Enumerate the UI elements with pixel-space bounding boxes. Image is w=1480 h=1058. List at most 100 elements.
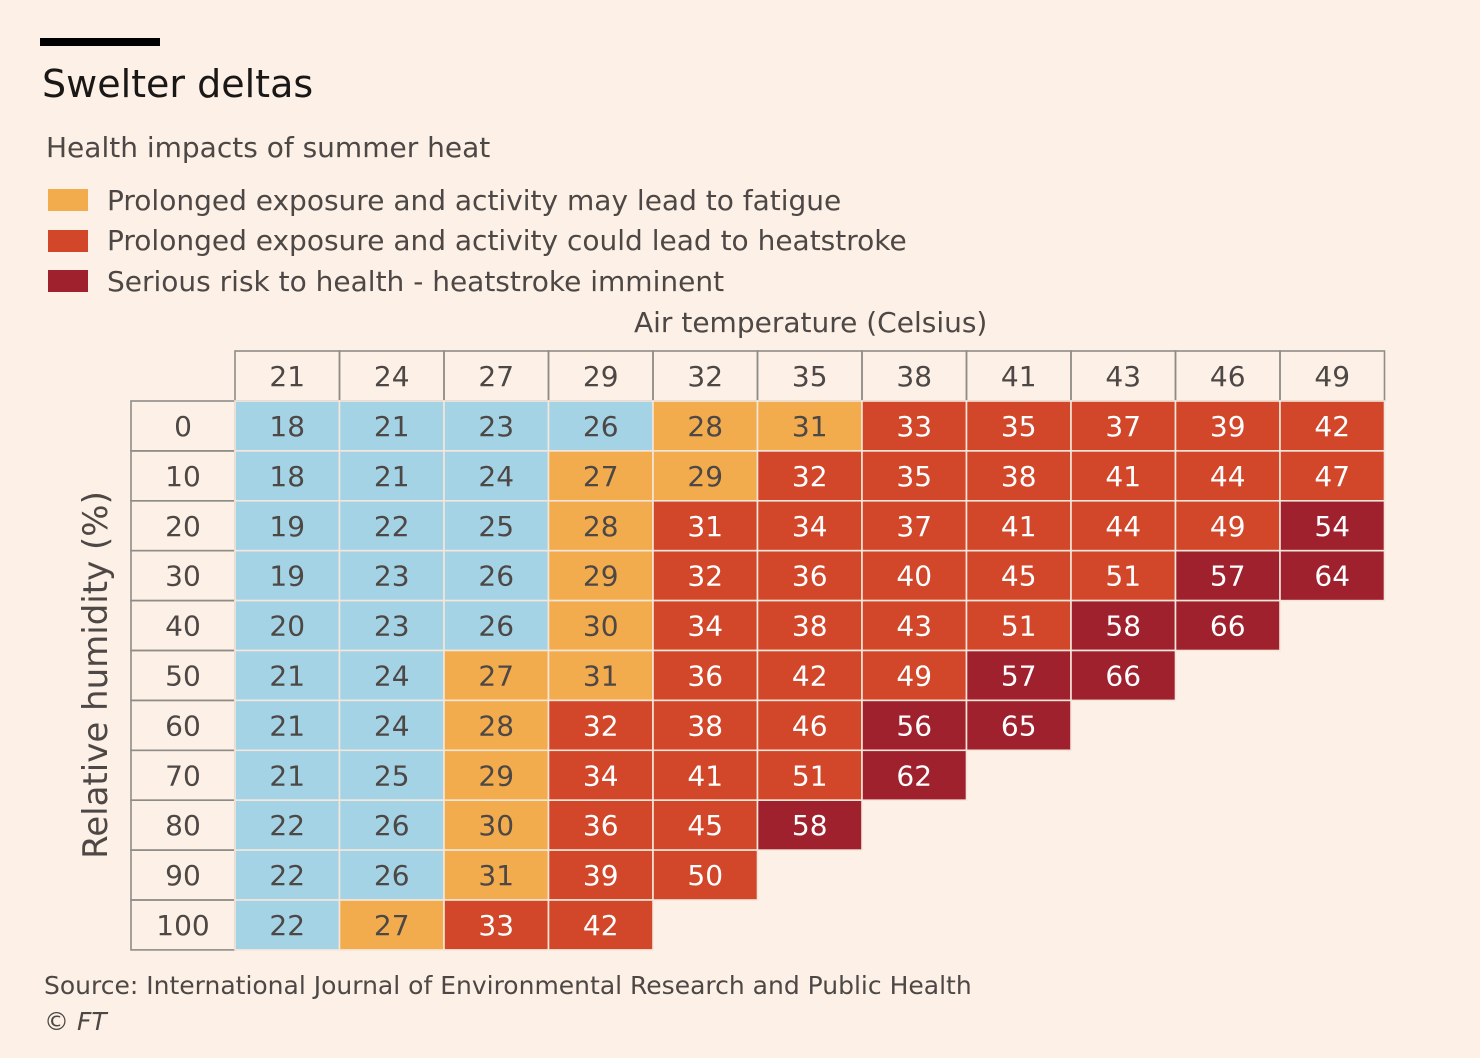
heat-cell-value: 34 [792, 510, 828, 543]
legend-label-serious: Serious risk to health - heatstroke immi… [107, 264, 725, 298]
heat-cell-heatstroke [1174, 400, 1281, 452]
heat-cell-heatstroke [1070, 400, 1177, 452]
heat-cell-value: 38 [1001, 460, 1037, 493]
heat-cell-fatigue [652, 400, 759, 452]
heat-cell-value: 34 [583, 759, 619, 792]
heat-cell-heatstroke [861, 400, 968, 452]
col-header-label: 27 [478, 360, 514, 393]
legend: Prolonged exposure and activity may lead… [48, 180, 907, 302]
heat-cell-cool [234, 799, 341, 851]
x-axis-title: Air temperature (Celsius) [634, 306, 988, 339]
heat-cell-cool [338, 400, 445, 452]
heat-cell-value: 37 [1105, 410, 1141, 443]
heat-cell-cool [234, 649, 341, 702]
heat-cell-value: 35 [1001, 410, 1037, 443]
title-rule [40, 38, 160, 46]
col-header-label: 49 [1314, 360, 1350, 393]
heat-cell-fatigue [338, 899, 445, 951]
heat-cell-heatstroke [756, 649, 863, 702]
heat-cell-heatstroke [861, 649, 968, 702]
heat-cell-value: 36 [687, 659, 723, 692]
heat-cell-fatigue [547, 649, 654, 702]
heat-cell-heatstroke [965, 549, 1072, 602]
heat-cell-heatstroke [861, 450, 968, 502]
heat-cell-value: 35 [896, 460, 932, 493]
heat-cell-serious [965, 649, 1072, 702]
heat-cell-value: 19 [269, 510, 305, 543]
heat-cell-value: 42 [1314, 410, 1350, 443]
heat-cell-heatstroke [1070, 499, 1177, 552]
row-header-label: 20 [165, 510, 201, 543]
heat-cell-value: 40 [896, 560, 932, 593]
heat-cell-cool [234, 899, 341, 951]
col-header-label: 43 [1105, 360, 1141, 393]
heat-cell-value: 46 [792, 709, 828, 742]
heat-cell-serious [1174, 599, 1281, 652]
chart-subtitle: Health impacts of summer heat [46, 131, 491, 164]
heat-cell-cool [234, 749, 341, 801]
heat-cell-value: 51 [792, 759, 828, 792]
heat-cell-value: 41 [1105, 460, 1141, 493]
chart-title: Swelter deltas [42, 62, 314, 106]
col-header-label: 24 [374, 360, 410, 393]
heat-cell-cool [234, 849, 341, 901]
row-header-label: 60 [165, 709, 201, 742]
heat-cell-value: 41 [1001, 510, 1037, 543]
heat-cell-cool [443, 450, 550, 502]
heat-cell-value: 24 [478, 460, 514, 493]
heat-cell-serious [1279, 549, 1386, 602]
row-header-label: 50 [165, 659, 201, 692]
heat-cell-value: 33 [478, 909, 514, 942]
heat-cell-fatigue [756, 400, 863, 452]
heat-cell-value: 22 [269, 909, 305, 942]
heat-cell-heatstroke [756, 499, 863, 552]
row-header-label: 10 [165, 460, 201, 493]
heat-cell-value: 18 [269, 460, 305, 493]
source-note: Source: International Journal of Environ… [44, 971, 972, 1000]
legend-item-fatigue: Prolonged exposure and activity may lead… [48, 180, 907, 221]
copyright: © FT [44, 1007, 107, 1036]
legend-item-heatstroke: Prolonged exposure and activity could le… [48, 221, 907, 262]
heat-cell-heatstroke [652, 499, 759, 552]
row-header-label: 30 [165, 560, 201, 593]
heat-cell-value: 22 [269, 809, 305, 842]
heat-cell-value: 19 [269, 560, 305, 593]
heat-cell-heatstroke [965, 499, 1072, 552]
heat-cell-value: 66 [1210, 610, 1246, 643]
heat-cell-value: 47 [1314, 460, 1350, 493]
heat-cell-value: 38 [792, 610, 828, 643]
heat-cell-value: 28 [583, 510, 619, 543]
heat-cell-value: 23 [478, 410, 514, 443]
heat-cell-value: 36 [792, 560, 828, 593]
heat-cell-cool [338, 749, 445, 801]
legend-label-heatstroke: Prolonged exposure and activity could le… [107, 224, 907, 258]
heat-cell-fatigue [652, 450, 759, 502]
heat-cell-value: 26 [374, 809, 410, 842]
heat-cell-heatstroke [547, 749, 654, 801]
heat-cell-value: 31 [687, 510, 723, 543]
heat-cell-value: 22 [374, 510, 410, 543]
heat-cell-value: 43 [896, 610, 932, 643]
heat-cell-value: 27 [478, 659, 514, 692]
heat-cell-cool [338, 499, 445, 552]
heat-cell-heatstroke [652, 549, 759, 602]
heat-cell-value: 22 [269, 859, 305, 892]
heat-cell-value: 62 [896, 759, 932, 792]
heat-cell-value: 26 [374, 859, 410, 892]
heat-cell-value: 39 [583, 859, 619, 892]
heat-cell-heatstroke [756, 749, 863, 801]
heat-cell-heatstroke [547, 849, 654, 901]
heat-cell-serious [1174, 549, 1281, 602]
heat-cell-heatstroke [1279, 400, 1386, 452]
legend-label-fatigue: Prolonged exposure and activity may lead… [107, 183, 842, 217]
heat-cell-value: 21 [269, 709, 305, 742]
heat-cell-value: 27 [374, 909, 410, 942]
heat-cell-value: 25 [478, 510, 514, 543]
legend-swatch-fatigue [48, 189, 88, 212]
row-header-label: 100 [156, 909, 209, 942]
heat-cell-value: 24 [374, 659, 410, 692]
heat-cell-value: 33 [896, 410, 932, 443]
heat-cell-heatstroke [965, 599, 1072, 652]
heat-cell-heatstroke [652, 699, 759, 752]
heat-cell-cool [338, 699, 445, 752]
